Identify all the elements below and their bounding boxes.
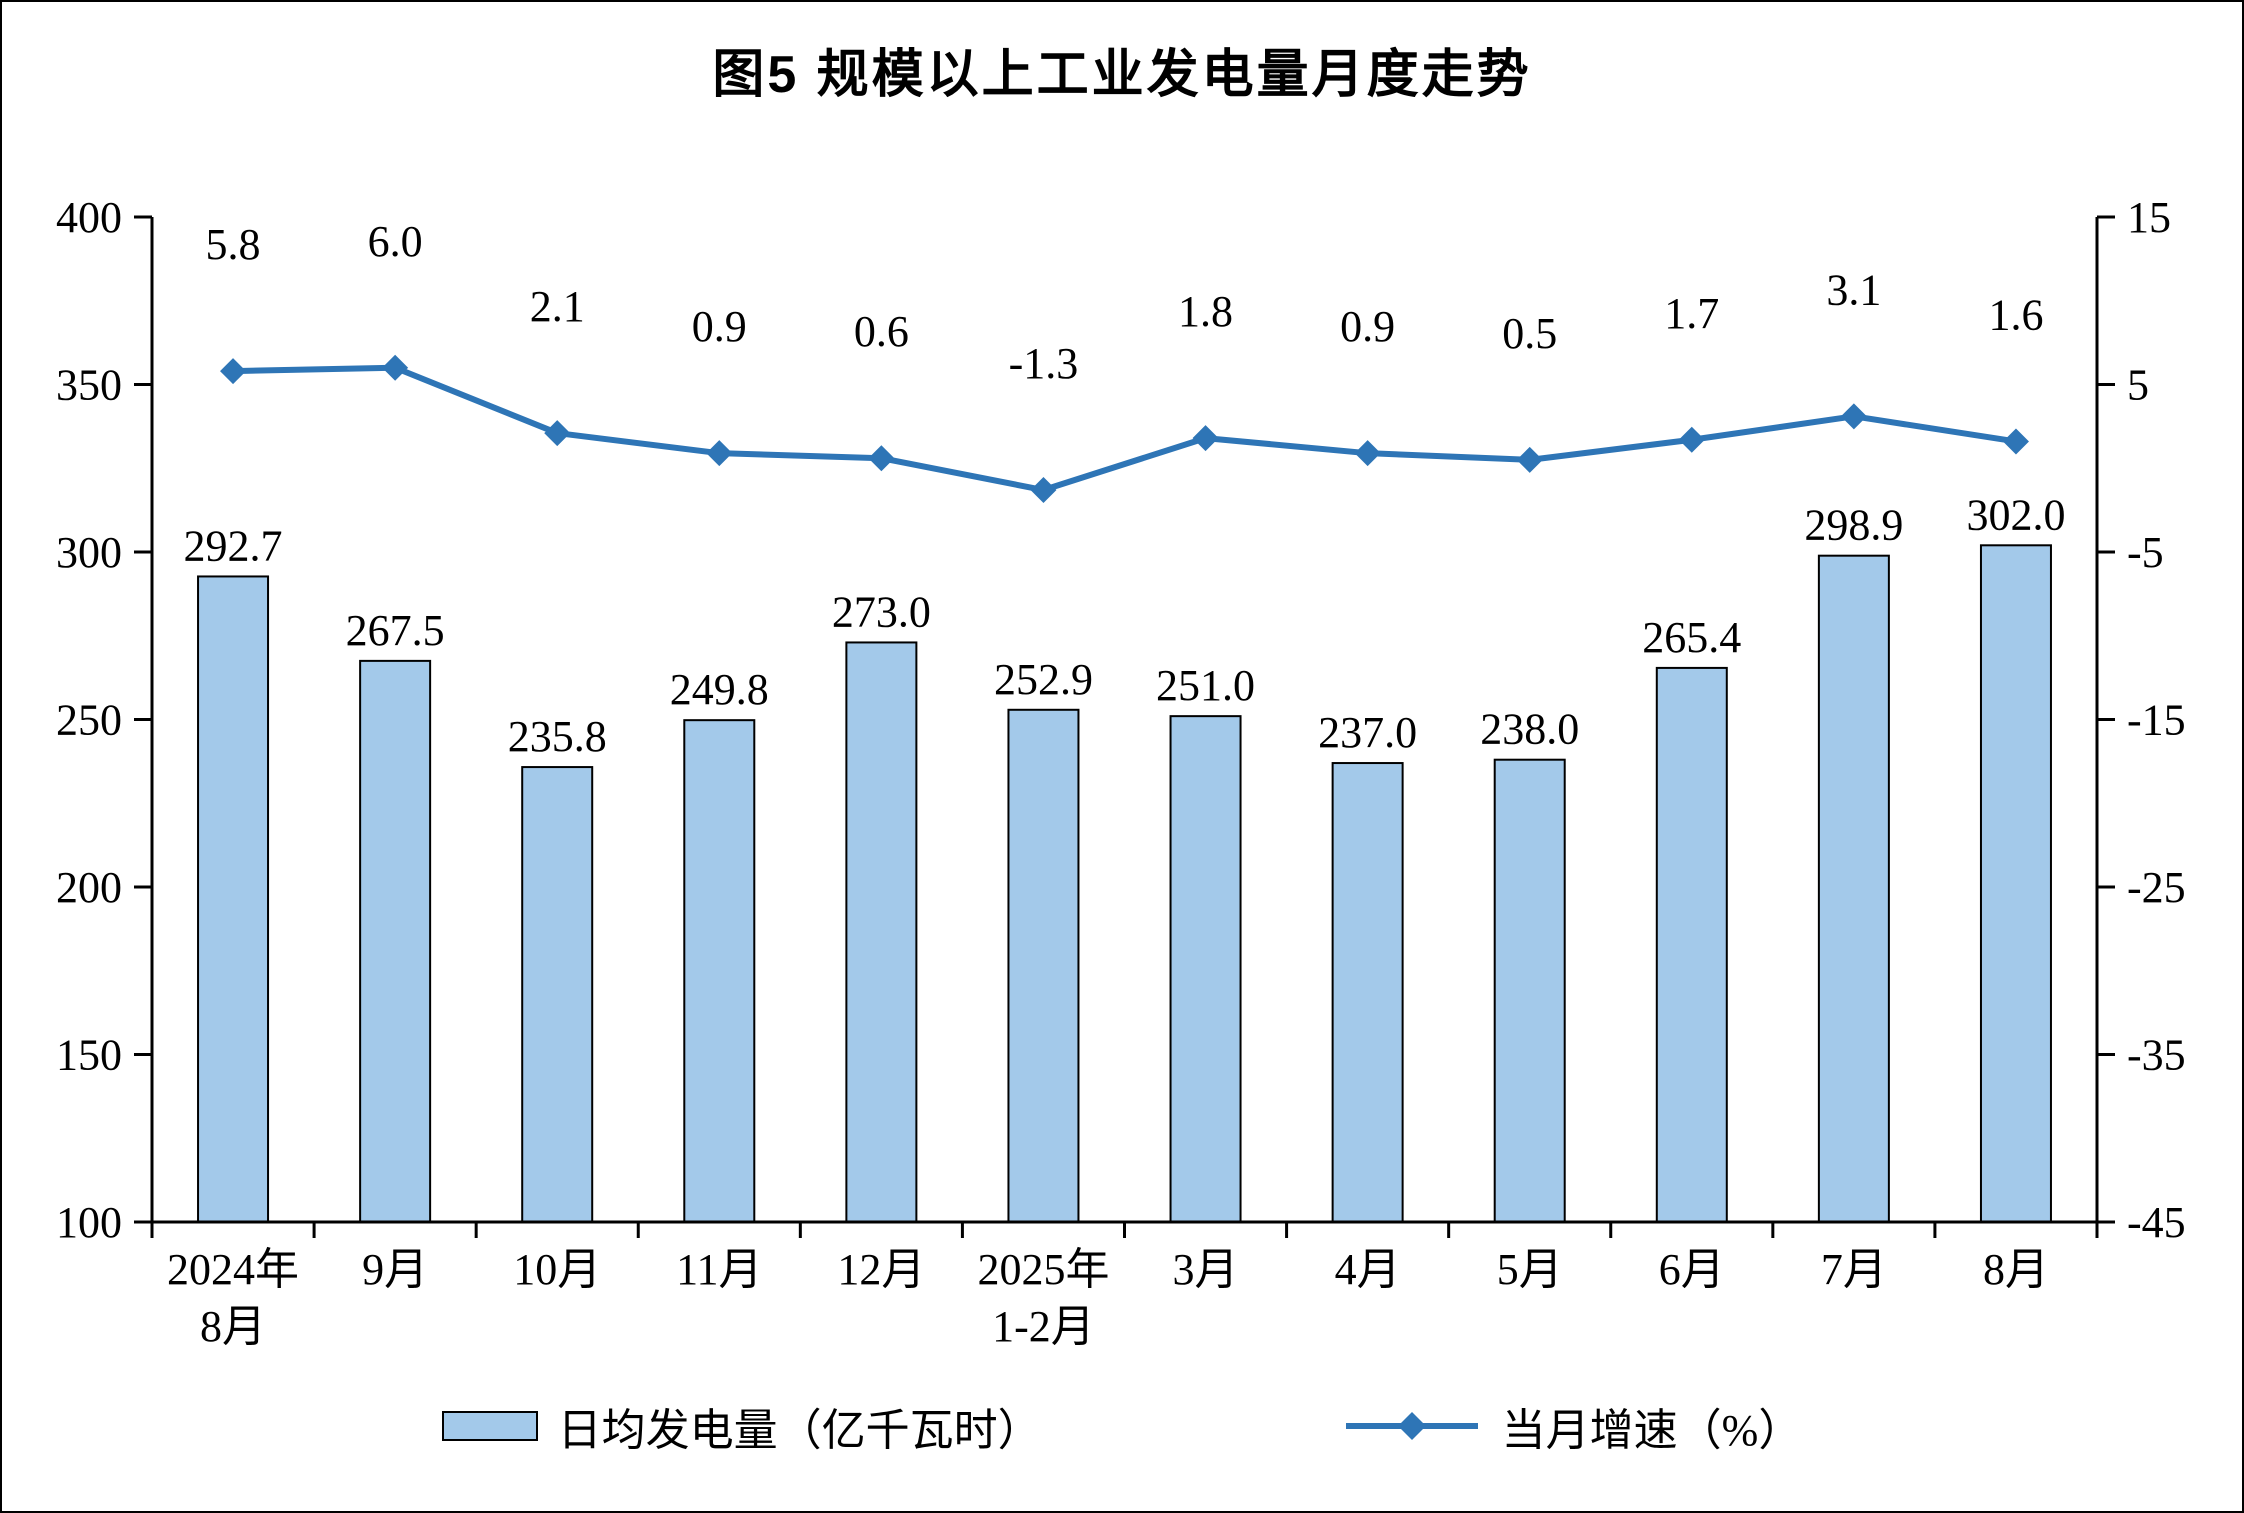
line-marker bbox=[382, 354, 409, 381]
y-right-tick-label: -45 bbox=[2127, 1198, 2186, 1247]
line-marker bbox=[1030, 477, 1057, 504]
x-tick-label: 11月 bbox=[676, 1245, 762, 1294]
line-marker bbox=[706, 440, 733, 467]
bar bbox=[1493, 758, 1566, 1223]
x-tick-label: 9月 bbox=[362, 1245, 428, 1294]
y-left-tick-label: 150 bbox=[56, 1031, 122, 1080]
y-right-tick-label: -35 bbox=[2127, 1031, 2186, 1080]
line-marker bbox=[220, 358, 247, 385]
line-value-label: 1.8 bbox=[1178, 287, 1233, 336]
legend: 日均发电量（亿千瓦时） 当月增速（%） bbox=[2, 1394, 2242, 1458]
line-value-label: 3.1 bbox=[1826, 265, 1881, 314]
legend-item-bars: 日均发电量（亿千瓦时） bbox=[441, 1394, 1042, 1458]
y-left-tick-label: 200 bbox=[56, 863, 122, 912]
bar-value-label: 302.0 bbox=[1966, 490, 2065, 539]
bar bbox=[1655, 666, 1728, 1223]
bar-value-label: 292.7 bbox=[184, 521, 283, 570]
bar bbox=[197, 575, 270, 1223]
chart-title: 图5 规模以上工业发电量月度走势 bbox=[712, 46, 1532, 104]
legend-line-label: 当月增速（%） bbox=[1501, 1406, 1803, 1455]
y-right-tick-label: 5 bbox=[2127, 361, 2149, 410]
bar bbox=[845, 641, 918, 1223]
legend-line-marker bbox=[1397, 1412, 1426, 1440]
legend-item-line: 当月增速（%） bbox=[1342, 1394, 1803, 1458]
x-tick-label: 1-2月 bbox=[992, 1302, 1095, 1351]
legend-bar-label: 日均发电量（亿千瓦时） bbox=[557, 1406, 1042, 1455]
bar-series-swatch bbox=[441, 1411, 538, 1441]
line-series-swatch bbox=[1345, 1412, 1478, 1440]
x-tick-label: 12月 bbox=[837, 1245, 925, 1294]
bar bbox=[1979, 544, 2052, 1223]
line-marker bbox=[1678, 426, 1705, 453]
line-value-label: 2.1 bbox=[530, 282, 585, 331]
line-marker bbox=[1840, 403, 1867, 430]
bar bbox=[521, 766, 594, 1223]
line-value-label: 1.7 bbox=[1664, 289, 1719, 338]
line-marker bbox=[2002, 428, 2029, 455]
bar-value-label: 267.5 bbox=[346, 606, 445, 655]
line-marker bbox=[1354, 440, 1381, 467]
bar bbox=[1817, 554, 1890, 1223]
line-value-label: 6.0 bbox=[368, 217, 423, 266]
y-left-tick-label: 300 bbox=[56, 528, 122, 577]
line-series bbox=[230, 364, 2019, 494]
y-left-tick-label: 350 bbox=[56, 361, 122, 410]
bar bbox=[1331, 762, 1404, 1223]
x-tick-label: 6月 bbox=[1659, 1245, 1725, 1294]
x-tick-label: 10月 bbox=[513, 1245, 601, 1294]
y-left-tick-label: 250 bbox=[56, 696, 122, 745]
line-value-label: 0.9 bbox=[1340, 302, 1395, 351]
x-tick-label: 8月 bbox=[200, 1302, 266, 1351]
bar bbox=[683, 719, 756, 1223]
line-value-label: 0.9 bbox=[692, 302, 747, 351]
line-marker bbox=[1516, 446, 1543, 473]
x-tick-label: 2025年 bbox=[977, 1245, 1109, 1294]
line-value-label: 5.8 bbox=[206, 220, 261, 269]
line-value-label: -1.3 bbox=[1009, 339, 1079, 388]
line-value-label: 0.5 bbox=[1502, 309, 1557, 358]
bar-value-label: 252.9 bbox=[994, 655, 1093, 704]
bar-value-label: 273.0 bbox=[832, 587, 931, 636]
x-tick-label: 5月 bbox=[1497, 1245, 1563, 1294]
y-right-tick-label: -25 bbox=[2127, 863, 2186, 912]
bar-value-label: 237.0 bbox=[1318, 708, 1417, 757]
x-tick-label: 2024年 bbox=[167, 1245, 299, 1294]
y-right-tick-label: 15 bbox=[2127, 193, 2171, 242]
bar-value-label: 265.4 bbox=[1642, 613, 1741, 662]
line-value-label: 0.6 bbox=[854, 307, 909, 356]
bar-value-label: 298.9 bbox=[1804, 501, 1903, 550]
x-tick-label: 7月 bbox=[1821, 1245, 1887, 1294]
y-left-tick-label: 400 bbox=[56, 193, 122, 242]
line-marker bbox=[1192, 425, 1219, 452]
bar-value-label: 235.8 bbox=[508, 712, 607, 761]
y-right-tick-label: -5 bbox=[2127, 528, 2164, 577]
x-tick-label: 3月 bbox=[1173, 1245, 1239, 1294]
bar bbox=[359, 659, 432, 1223]
line-marker bbox=[544, 420, 571, 447]
bar-value-label: 251.0 bbox=[1156, 661, 1255, 710]
y-left-tick-label: 100 bbox=[56, 1198, 122, 1247]
bar-value-label: 238.0 bbox=[1480, 705, 1579, 754]
bar bbox=[1007, 708, 1080, 1223]
x-tick-label: 8月 bbox=[1983, 1245, 2049, 1294]
bar bbox=[1169, 715, 1242, 1224]
line-value-label: 1.6 bbox=[1988, 290, 2043, 339]
line-marker bbox=[868, 445, 895, 472]
bar-value-label: 249.8 bbox=[670, 665, 769, 714]
y-right-tick-label: -15 bbox=[2127, 696, 2186, 745]
x-tick-label: 4月 bbox=[1335, 1245, 1401, 1294]
